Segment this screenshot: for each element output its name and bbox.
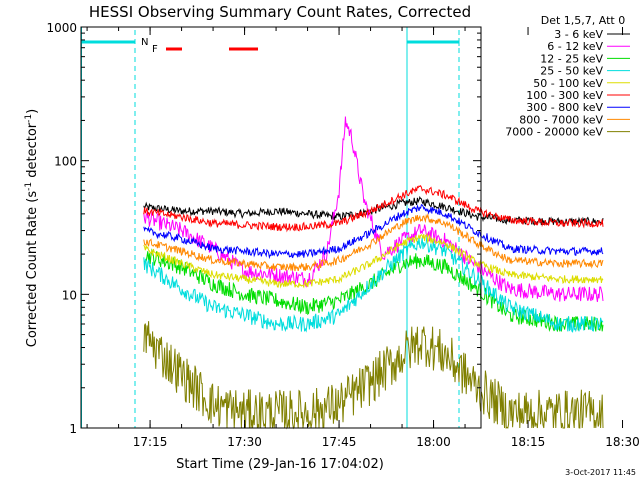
- y-tick-label: 100: [54, 155, 77, 169]
- x-axis-ticks: 17:15 17:30 17:45 18:00 18:15 18:30: [86, 27, 640, 449]
- y-axis-label-sup2: -1: [24, 114, 34, 123]
- legend-entry-label: 100 - 300 keV: [526, 89, 603, 102]
- x-tick-label: 18:00: [416, 435, 451, 449]
- y-axis-ticks: 1 10 100 1000: [46, 21, 481, 436]
- legend-title: Det 1,5,7, Att 0: [541, 14, 625, 27]
- chart-title: HESSI Observing Summary Count Rates, Cor…: [89, 3, 471, 21]
- y-axis-label-main: Corrected Count Rate (s: [25, 191, 40, 348]
- x-axis-label: Start Time (29-Jan-16 17:04:02): [176, 457, 384, 472]
- series-line: [143, 232, 604, 289]
- legend-entry-label: 25 - 50 keV: [540, 65, 603, 78]
- footer-timestamp: 3-Oct-2017 11:45: [565, 468, 636, 477]
- legend-entry-label: 6 - 12 keV: [547, 40, 603, 53]
- legend-entry-label: 50 - 100 keV: [533, 77, 603, 90]
- x-tick-label: 17:30: [227, 435, 262, 449]
- legend-entry-label: 300 - 800 keV: [526, 101, 603, 114]
- legend-entry-label: 3 - 6 keV: [554, 28, 603, 41]
- y-axis-label: Corrected Count Rate (s-1 detector-1): [24, 109, 40, 347]
- series-line: [143, 116, 604, 302]
- series-line: [143, 212, 604, 272]
- n-annotation: N: [141, 37, 148, 48]
- plot-frame: [80, 26, 482, 429]
- x-tick-label: 18:15: [511, 435, 546, 449]
- plot-area: [81, 27, 604, 430]
- legend-entry-label: 800 - 7000 keV: [519, 113, 603, 126]
- legend-entry-label: 7000 - 20000 keV: [505, 126, 603, 139]
- series-line: [143, 235, 604, 333]
- series-line: [143, 248, 604, 332]
- y-axis-label-mid: detector: [25, 122, 40, 182]
- series-line: [143, 203, 604, 260]
- y-tick-label: 10: [62, 288, 77, 302]
- x-tick-label: 17:45: [322, 435, 357, 449]
- x-tick-label: 17:15: [133, 435, 168, 449]
- series-line: [143, 321, 604, 430]
- x-tick-label: 18:30: [605, 435, 640, 449]
- y-axis-label-end: ): [25, 109, 40, 114]
- y-tick-label: 1000: [46, 21, 77, 35]
- y-tick-label: 1: [69, 422, 77, 436]
- f-annotation: F: [152, 44, 158, 55]
- legend-entry-label: 12 - 25 keV: [540, 52, 603, 65]
- series-line: [143, 185, 604, 233]
- y-axis-label-sup1: -1: [24, 182, 34, 191]
